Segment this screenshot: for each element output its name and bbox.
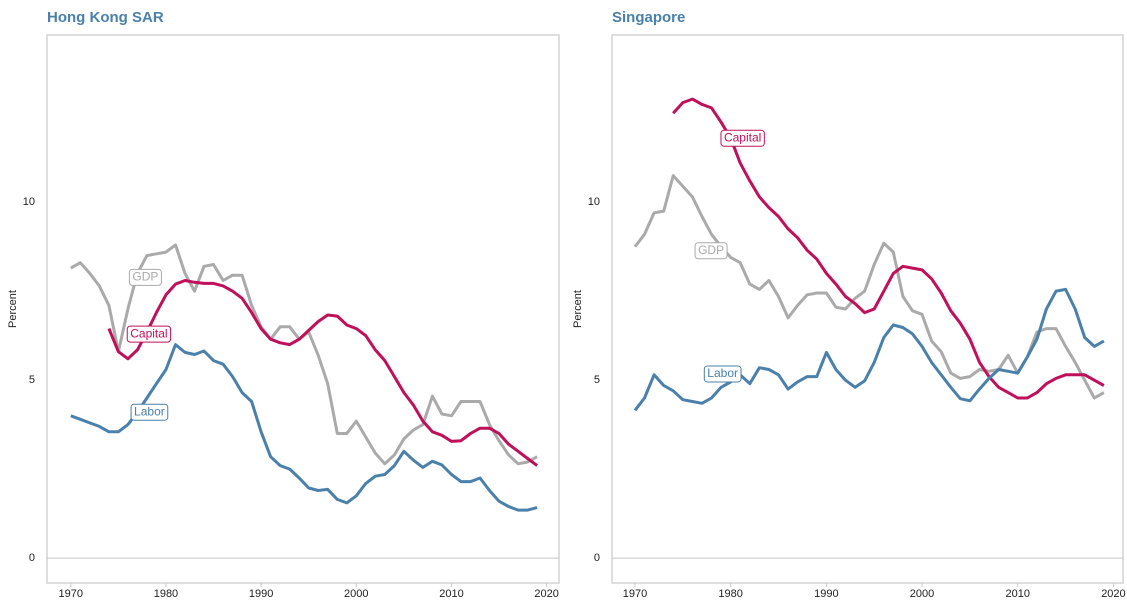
series-line <box>70 343 538 512</box>
series-label: GDP <box>694 242 728 260</box>
legend-label: Labor <box>134 404 165 418</box>
label-box <box>126 325 172 343</box>
x-tick-label: 1980 <box>154 588 178 600</box>
x-tick-label: 1990 <box>814 588 838 600</box>
series-label: Capital <box>126 325 172 343</box>
label-box <box>130 403 169 421</box>
x-tick-label: 1980 <box>718 588 742 600</box>
y-tick-label: 0 <box>594 552 600 564</box>
legend-label: Capital <box>130 326 167 340</box>
x-tick-label: 1970 <box>623 588 647 600</box>
series-line <box>633 174 1105 400</box>
x-tick-label: 2000 <box>344 588 368 600</box>
chart-title: Hong Kong SAR <box>47 9 164 26</box>
legend-label: Capital <box>724 130 761 144</box>
series-line <box>633 287 1105 412</box>
y-tick-label: 10 <box>588 196 600 208</box>
series-line <box>672 97 1105 400</box>
legend-label: GDP <box>132 270 158 284</box>
series-line <box>107 279 538 467</box>
x-tick-label: 2020 <box>534 588 558 600</box>
label-box <box>720 129 765 147</box>
y-tick-label: 5 <box>29 374 35 386</box>
y-axis-label: Percent <box>7 290 19 328</box>
x-tick-label: 1970 <box>59 588 83 600</box>
series-label: Labor <box>130 403 169 421</box>
label-box <box>128 268 162 286</box>
plot-frame <box>611 34 1124 584</box>
series-label: Capital <box>720 129 765 147</box>
legend-label: GDP <box>698 243 724 257</box>
label-box <box>694 242 728 260</box>
y-tick-label: 10 <box>23 196 35 208</box>
x-tick-label: 2010 <box>1005 588 1029 600</box>
x-tick-label: 2020 <box>1101 588 1125 600</box>
legend-label: Labor <box>707 366 738 380</box>
label-box <box>703 365 742 383</box>
chart-title: Singapore <box>612 9 685 26</box>
series-label: Labor <box>703 365 742 383</box>
y-axis-label: Percent <box>572 290 584 328</box>
plot-frame <box>46 34 560 584</box>
x-tick-label: 2010 <box>439 588 463 600</box>
y-tick-label: 0 <box>29 552 35 564</box>
x-tick-label: 2000 <box>910 588 934 600</box>
x-tick-label: 1990 <box>249 588 273 600</box>
y-tick-label: 5 <box>594 374 600 386</box>
series-label: GDP <box>128 268 162 286</box>
